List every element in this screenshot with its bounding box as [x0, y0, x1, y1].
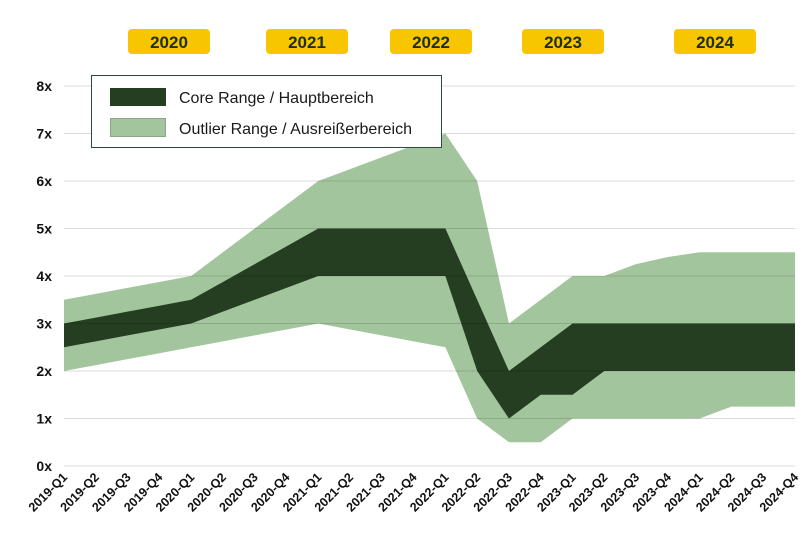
year-badge-bg — [522, 29, 604, 54]
outlier-range-band — [64, 133, 795, 443]
legend-label-outlier: Outlier Range / Ausreißerbereich — [179, 121, 412, 138]
year-badge-label: 2021 — [288, 33, 326, 52]
legend-label-core: Core Range / Hauptbereich — [179, 90, 374, 107]
year-badge-2024: 2024 — [674, 29, 756, 54]
legend-swatch-core — [110, 88, 166, 106]
legend: Core Range / Hauptbereich Outlier Range … — [91, 75, 442, 148]
y-tick-label: 3x — [36, 316, 52, 332]
y-tick-label: 5x — [36, 221, 52, 237]
year-badge-label: 2023 — [544, 33, 582, 52]
year-badge-bg — [674, 29, 756, 54]
core-range-band — [64, 228, 795, 419]
y-tick-label: 0x — [36, 458, 52, 474]
year-badge-label: 2024 — [696, 33, 734, 52]
year-badge-label: 2020 — [150, 33, 188, 52]
year-badge-2023: 2023 — [522, 29, 604, 54]
year-badge-2021: 2021 — [266, 29, 348, 54]
y-tick-label: 7x — [36, 126, 52, 142]
year-badge-bg — [390, 29, 472, 54]
y-tick-label: 2x — [36, 363, 52, 379]
y-tick-label: 6x — [36, 173, 52, 189]
year-badge-2022: 2022 — [390, 29, 472, 54]
year-badge-bg — [128, 29, 210, 54]
y-tick-label: 4x — [36, 268, 52, 284]
legend-swatch-outlier — [110, 118, 166, 137]
year-badge-2020: 2020 — [128, 29, 210, 54]
y-tick-label: 8x — [36, 78, 52, 94]
year-badge-label: 2022 — [412, 33, 450, 52]
year-badge-bg — [266, 29, 348, 54]
y-tick-label: 1x — [36, 411, 52, 427]
